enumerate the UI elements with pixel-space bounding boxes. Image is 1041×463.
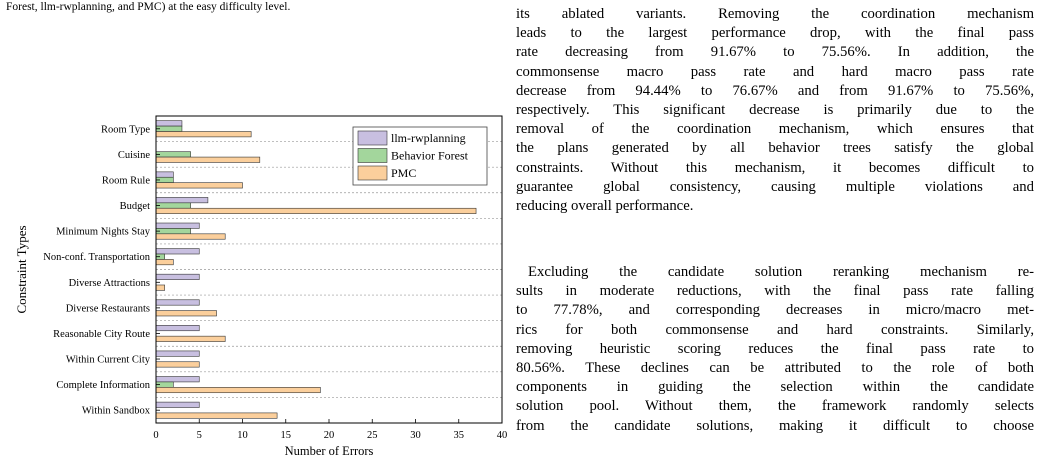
x-tick-label: 5 [197,430,202,441]
bar-pmc [155,361,200,368]
legend-swatch [357,165,388,181]
x-tick-label: 20 [324,430,335,441]
bar-pmc [155,207,477,214]
bar-llm-rwplanning [155,376,200,383]
bar-llm-rwplanning [155,171,174,178]
y-tick-label: Diverse Attractions [69,278,150,289]
text-line: 80.56%. These declines can be attributed… [516,359,1034,376]
text-line: removal of the coordination mechanism, w… [516,121,1034,138]
y-tick-label: Room Type [101,124,150,135]
bar-pmc [155,335,226,342]
y-tick-label: Budget [120,201,150,212]
x-tick-label: 0 [153,430,158,441]
chart-bars [155,120,477,419]
text-line: Excluding the candidate solution reranki… [528,264,1034,280]
x-tick-label: 10 [237,430,248,441]
bar-behavior-forest [155,151,191,158]
x-axis-label: Number of Errors [285,444,374,458]
bar-llm-rwplanning [155,120,183,127]
legend-swatch [357,148,388,163]
text-line: rate decreasing from 91.67% to 75.56%. I… [516,44,1034,61]
bar-pmc [155,259,174,266]
y-tick-label: Diverse Restaurants [66,303,150,314]
x-tick-labels: 0 5 10 15 20 25 30 35 40 [153,419,507,441]
bar-pmc [155,310,217,317]
text-line: from the candidate solutions, making it … [516,417,1034,434]
bar-llm-rwplanning [155,273,200,280]
bar-behavior-forest [155,202,191,209]
x-tick-label: 35 [454,430,465,441]
text-line: respectively. This significant decrease … [516,101,1034,118]
paragraph-ablation-coordination: its ablated variants. Removing the coord… [516,5,1034,216]
text-line: decrease from 94.44% to 76.67% and from … [516,82,1034,99]
y-tick-labels: Room Type Cuisine Room Rule Budget Minimum N… [43,124,160,417]
y-tick-label: Within Sandbox [82,406,151,417]
bar-behavior-forest [155,228,191,235]
legend-swatch [357,130,388,146]
text-line: leads to the largest performance drop, w… [516,25,1034,42]
text-line: reducing overall performance. [516,197,694,214]
bar-llm-rwplanning [155,248,200,255]
y-tick-label: Non-conf. Transportation [43,252,150,263]
legend-label: llm-rwplanning [391,131,466,145]
text-line: its ablated variants. Removing the coord… [516,6,1034,22]
text-line: guarantee global consistency, causing mu… [516,178,1034,195]
y-tick-label: Room Rule [102,175,150,186]
chart-legend: llm-rwplanning Behavior Forest PMC [352,126,488,186]
bar-llm-rwplanning [155,401,200,408]
x-tick-label: 30 [410,430,421,441]
bar-pmc [155,131,252,138]
bar-pmc [155,387,321,394]
x-tick-label: 15 [281,430,292,441]
bar-pmc [155,156,261,163]
text-line: rics for both commonsense and hard const… [516,321,1034,338]
y-tick-label: Minimum Nights Stay [56,227,151,238]
text-line: sults in moderate reductions, with the f… [516,283,1034,300]
text-line: the plans generated by all behavior tree… [516,140,1034,157]
bar-pmc [155,284,165,291]
bar-llm-rwplanning [155,299,200,306]
bar-llm-rwplanning [155,197,209,204]
text-line: commonsense macro pass rate and hard mac… [516,63,1034,80]
bar-llm-rwplanning [155,350,200,357]
legend-label: PMC [391,166,416,180]
legend-label: Behavior Forest [391,149,469,163]
text-line: constraints. Without this mechanism, it … [516,159,1034,176]
chart-grid [156,141,502,398]
y-tick-label: Within Current City [66,355,151,366]
y-tick-label: Reasonable City Route [53,329,150,340]
bar-llm-rwplanning [155,325,200,332]
paragraph-ablation-reranking: Excluding the candidate solution reranki… [516,263,1034,436]
y-tick-label: Complete Information [56,380,150,391]
y-tick-label: Cuisine [118,150,150,161]
x-tick-label: 25 [367,430,378,441]
bar-pmc [155,233,226,240]
bar-pmc [155,182,243,189]
figure-caption: Forest, llm-rwplanning, and PMC) at the … [6,1,291,13]
text-line: components in guiding the selection with… [516,379,1034,396]
text-line: solution pool. Without them, the framewo… [516,398,1034,415]
bar-pmc [155,412,278,419]
text-line: removing heuristic scoring reduces the f… [516,340,1034,357]
bar-llm-rwplanning [155,222,200,229]
y-axis-label: Constraint Types [14,225,29,313]
text-line: to 77.78%, and corresponding decreases i… [516,302,1034,319]
x-tick-label: 40 [497,430,508,441]
